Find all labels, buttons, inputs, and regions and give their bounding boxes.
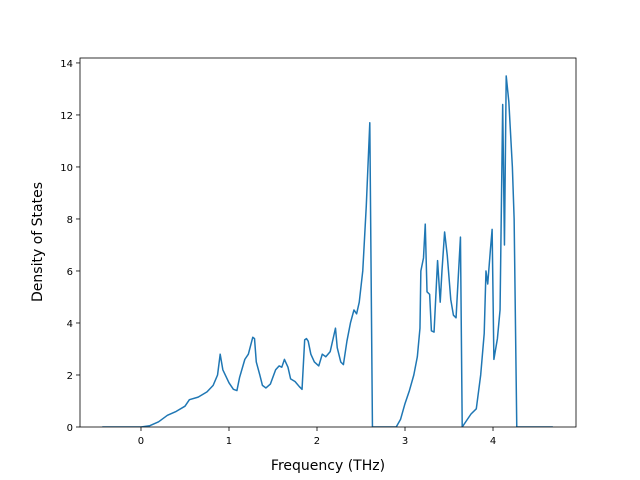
x-axis-label: Frequency (THz) bbox=[271, 458, 385, 474]
y-tick-label: 8 bbox=[67, 215, 73, 226]
x-tick-label: 1 bbox=[226, 436, 232, 447]
x-tick-label: 2 bbox=[314, 436, 320, 447]
x-tick-label: 3 bbox=[402, 436, 408, 447]
y-tick-label: 10 bbox=[60, 163, 73, 174]
y-tick-label: 4 bbox=[67, 319, 73, 330]
y-tick-label: 2 bbox=[67, 371, 73, 382]
x-tick-label: 0 bbox=[138, 436, 144, 447]
y-tick-label: 0 bbox=[67, 423, 73, 434]
y-tick-label: 14 bbox=[60, 59, 73, 70]
y-tick-label: 12 bbox=[60, 111, 73, 122]
line bbox=[102, 75, 553, 427]
y-tick-label: 6 bbox=[67, 267, 73, 278]
y-axis-label: Density of States bbox=[30, 182, 46, 302]
plot-frame bbox=[79, 57, 577, 428]
x-tick-label: 4 bbox=[490, 436, 496, 447]
